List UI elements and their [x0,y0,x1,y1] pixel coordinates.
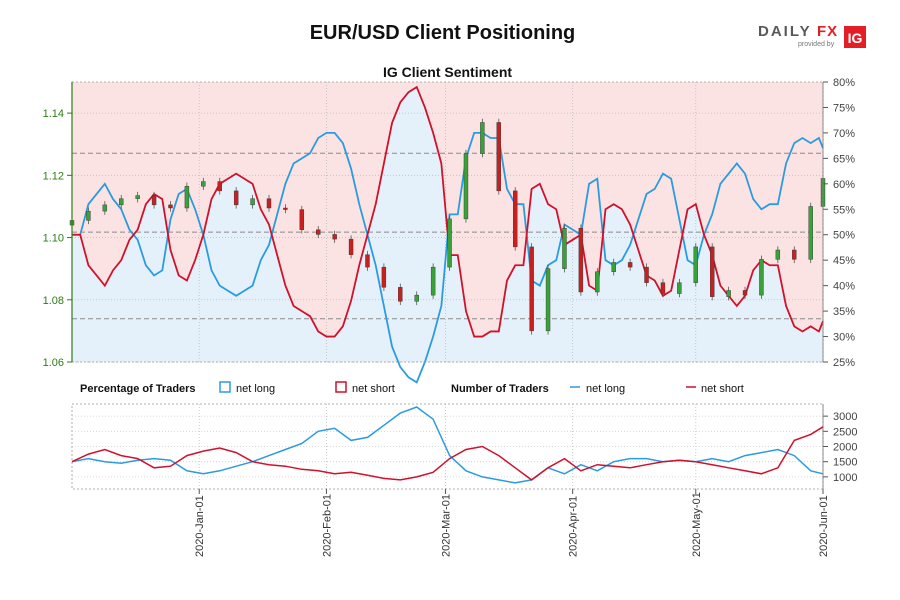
price-candle [611,262,616,272]
net-long-count-line [71,406,824,484]
date-tick-label: 2020-Feb-01 [321,494,333,557]
legend-pct-short-swatch [335,381,347,393]
price-candle [102,204,108,212]
price-candle [86,210,91,221]
svg-text:DAILY: DAILY [758,23,812,40]
price-candle [381,266,387,288]
legend-num-long-label: net long [586,383,625,395]
date-tick-label: 2020-Mar-01 [440,494,452,557]
price-candle [562,228,567,269]
dailyfx-logo: DAILY FX provided by IG [758,23,866,48]
sentiment-title: IG Client Sentiment [383,64,512,80]
price-candle [545,268,551,332]
pct-tick-label: 55% [833,204,855,216]
price-candle [677,282,682,294]
legend-num-short-label: net short [701,383,744,395]
pct-tick-label: 30% [833,332,855,344]
pct-tick-label: 25% [833,357,855,369]
price-candle [168,204,173,209]
pct-tick-label: 60% [833,179,855,191]
pct-tick-label: 50% [833,230,855,242]
legend-pct-title: Percentage of Traders [80,383,196,395]
svg-text:provided by: provided by [798,41,835,48]
pct-tick-label: 45% [833,255,855,267]
count-tick-label: 1500 [833,457,857,469]
legend: Percentage of Traders net long net short Nu… [80,381,744,395]
price-candle [529,246,534,332]
count-tick-label: 2000 [833,442,857,454]
pct-tick-label: 35% [833,306,855,318]
pct-tick-label: 40% [833,281,855,293]
date-tick-label: 2020-May-01 [691,492,703,557]
price-candle [447,218,452,268]
chart-title: EUR/USD Client Positioning [309,22,576,44]
svg-text:FX: FX [817,23,838,40]
price-candle [283,207,288,210]
legend-num-title: Number of Traders [451,383,549,395]
price-candle [808,206,813,260]
sentiment-panel: 1.06 1.08 1.10 1.12 1.14 25% 30% 35% 40% 45% 50% 55… [43,64,855,384]
price-candle [299,209,305,230]
price-tick-label: 1.14 [43,108,64,120]
price-candle [365,254,370,268]
price-candle [348,238,354,255]
legend-pct-long-label: net long [236,383,275,395]
price-candle [135,195,140,199]
price-candle [759,259,764,296]
net-short-area [72,82,823,337]
pct-tick-label: 80% [833,77,855,89]
price-candle [726,290,731,297]
price-candle [119,198,124,206]
pct-tick-label: 65% [833,153,855,165]
price-candle [332,234,337,240]
price-tick-label: 1.10 [43,233,64,245]
price-candle [463,153,469,220]
price-candle [266,198,272,209]
legend-pct-short-label: net short [352,383,395,395]
price-candle [709,246,715,297]
price-candle [430,266,436,296]
price-candle [627,262,633,268]
price-candle [693,246,698,283]
price-candle [792,249,797,260]
price-candle [480,122,485,154]
price-candle [644,266,649,283]
price-candle [742,290,748,296]
price-candle [513,190,518,248]
price-tick-label: 1.06 [43,357,64,369]
trader-count-panel: 1000 1500 2000 2500 3000 [71,403,857,490]
count-tick-label: 1000 [833,472,857,484]
svg-text:IG: IG [848,30,863,46]
date-tick-label: 2020-Jun-01 [818,495,830,557]
date-axis: 2020-Jan-01 2020-Feb-01 2020-Mar-01 2020-Ap… [194,489,830,557]
pct-tick-label: 70% [833,128,855,140]
price-tick-label: 1.12 [43,170,64,182]
net-long-pct-line [72,132,824,384]
price-candle [595,271,600,293]
pct-tick-label: 75% [833,102,855,114]
price-candle [184,186,190,209]
price-candle [151,195,157,206]
legend-pct-long-swatch [219,381,231,393]
price-candle [496,122,501,192]
price-candle [398,287,403,302]
price-candle [201,181,206,187]
date-tick-label: 2020-Jan-01 [194,495,206,557]
price-candle [316,229,321,235]
price-candle [233,190,239,206]
price-candle [775,249,781,260]
date-tick-label: 2020-Apr-01 [568,496,580,557]
price-candle [660,282,666,294]
price-tick-label: 1.08 [43,295,64,307]
price-candle [250,198,255,206]
price-candle [414,294,419,302]
count-tick-label: 2500 [833,426,857,438]
net-long-area [72,87,823,362]
price-candle [217,181,222,192]
count-tick-label: 3000 [833,411,857,423]
net-short-count-line [71,426,824,481]
price-candle [578,228,584,293]
